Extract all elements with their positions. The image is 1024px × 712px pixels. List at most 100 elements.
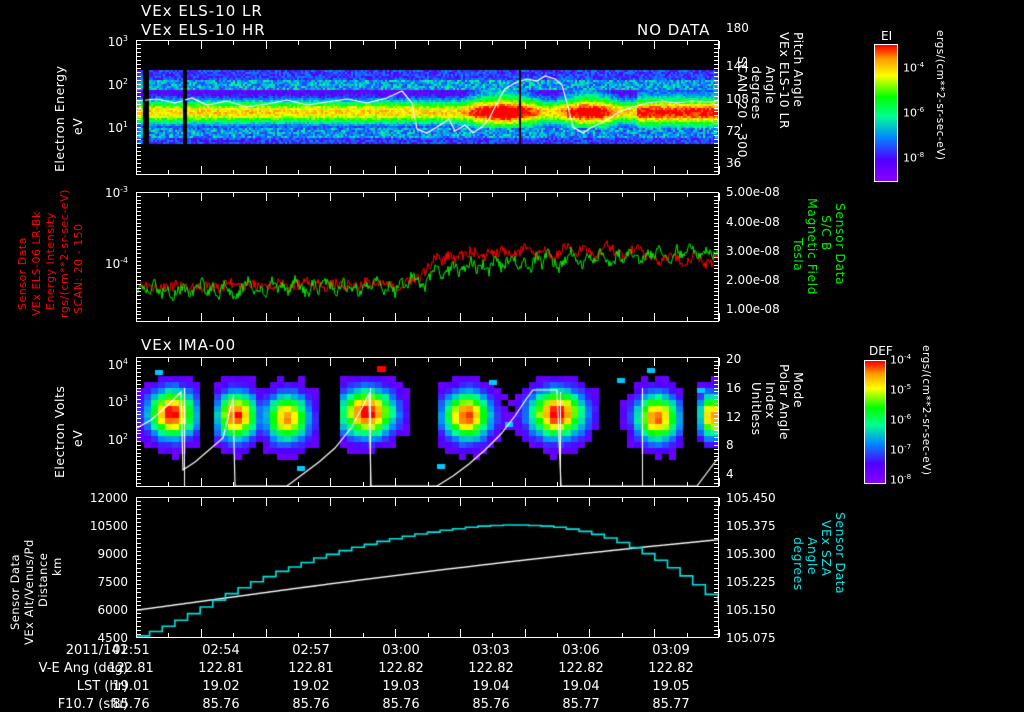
panel2-xtick-bottom-13	[557, 317, 558, 321]
panel1-xtick-bottom-6	[330, 166, 331, 174]
panel2-ytick-right-2	[714, 200, 718, 201]
bottom-cell-time-6: 03:09	[652, 643, 690, 658]
panel4-ytick-left-32	[137, 630, 141, 631]
panel4-ytick-right-33	[714, 634, 718, 635]
panel4-xtick-bottom-8	[395, 629, 396, 637]
panel1-ytick-left-27	[137, 147, 141, 148]
bottom-cell-time-3: 03:00	[382, 643, 420, 658]
panel1-title-lr: VEx ELS-10 LR	[141, 2, 263, 20]
bottom-cell-time-4: 03:03	[472, 643, 510, 658]
panel3-ytick-left-5	[137, 376, 141, 377]
panel2-xtick-bottom-0	[136, 313, 137, 321]
panel4-xtick-bottom-17	[687, 633, 688, 637]
panel3-ytick-right-9	[714, 391, 718, 392]
panel1-ytick-left-1	[137, 44, 141, 45]
panel2-ytick-left-20	[137, 268, 141, 269]
panel3-ytick-left-13	[137, 407, 141, 408]
panel3-ytick-right-14	[714, 411, 718, 412]
panel2-xtick-top-5	[298, 193, 299, 197]
panel4-xtick-top-15	[622, 498, 623, 502]
panel2-xtick-top-3	[233, 193, 234, 197]
panel4-ytick-left-4	[137, 514, 141, 515]
panel4-ytick-left-14	[137, 555, 141, 556]
panel2-xtick-top-2	[201, 193, 202, 201]
bottom-cell-ve_ang-5: 122.82	[558, 661, 604, 676]
bottom-row-label-ve-ang: V-E Ang (deg)	[38, 661, 128, 676]
panel1-ytick-right-16	[714, 104, 718, 105]
panel4-xtick-bottom-3	[233, 633, 234, 637]
panel1-xtick-bottom-17	[687, 170, 688, 174]
panel3-xtick-bottom-13	[557, 482, 558, 486]
panel2-ytick-left-32	[137, 314, 141, 315]
panel2-ytick-right-25	[714, 288, 718, 289]
panel4-ytick-left-23	[137, 592, 141, 593]
panel4-ytick-right-9	[714, 534, 718, 535]
panel4-xtick-top-4	[266, 498, 267, 506]
bottom-cell-ve_ang-4: 122.82	[468, 661, 514, 676]
bottom-cell-ve_ang-6: 122.82	[648, 661, 694, 676]
panel3-xtick-top-4	[266, 358, 267, 366]
panel4-ytick-right-3	[714, 509, 718, 510]
panel1-ytick-left-11	[137, 84, 141, 85]
panel1-colorbar-canvas	[875, 45, 897, 181]
panel4-ytick-right-32	[714, 630, 718, 631]
panel1-no-data-label: NO DATA	[637, 21, 711, 39]
panel3-xtick-bottom-0	[136, 478, 137, 486]
panel2-ytick-right-12	[714, 238, 718, 239]
panel4-ytick-left-15	[137, 559, 141, 560]
panel1-cbar-tick-1: 10-4	[903, 60, 925, 75]
panel3-ytick-right-23	[714, 445, 718, 446]
panel4-ytick-right-14	[714, 555, 718, 556]
panel1-xtick-top-13	[557, 41, 558, 45]
panel4-xtick-top-8	[395, 498, 396, 506]
panel3-xtick-top-17	[687, 358, 688, 362]
panel2-xtick-bottom-6	[330, 313, 331, 321]
panel1-ytick-right-7	[714, 68, 718, 69]
panel3-xtick-top-13	[557, 358, 558, 362]
panel1-ytick-left-4	[137, 56, 141, 57]
panel2-ytick-left-8	[137, 223, 141, 224]
panel2-lines-canvas	[137, 193, 718, 321]
bottom-cell-f107-6: 85.77	[652, 697, 690, 712]
panel1-ytick-right-13	[714, 92, 718, 93]
panel2-xtick-top-0	[136, 193, 137, 201]
panel3-left-label-1: Electron Volts	[52, 385, 67, 478]
panel4-ytick-left-27	[137, 609, 141, 610]
panel3-ytick-right-5	[714, 376, 718, 377]
panel3-ytick-right-20	[714, 433, 718, 434]
panel1-xtick-bottom-8	[395, 166, 396, 174]
panel3-ytick-right-18	[714, 426, 718, 427]
panel1-ytick-100: 102	[107, 77, 128, 92]
panel2-ytick-right-26	[714, 291, 718, 292]
bottom-cell-f107-1: 85.76	[202, 697, 240, 712]
panel1-ytick-right-28	[714, 151, 718, 152]
panel4-xtick-top-17	[687, 498, 688, 502]
panel2-ytick-left-29	[137, 303, 141, 304]
panel4-ytick-4500: 4500	[97, 631, 128, 645]
panel2-ytick-right-6	[714, 215, 718, 216]
panel1-ytick-left-25	[137, 139, 141, 140]
panel4-xtick-bottom-7	[363, 633, 364, 637]
panel2-ytick-right-30	[714, 307, 718, 308]
panel2-ytick-left-2	[137, 200, 141, 201]
panel3-cbar-tick-5: 10-8	[890, 472, 912, 487]
panel4-ytick-left-2	[137, 505, 141, 506]
panel1-xtick-top-16	[654, 41, 655, 49]
panel4-xtick-bottom-13	[557, 633, 558, 637]
panel2-ytick-right-3	[714, 203, 718, 204]
panel4-ytick-right-16	[714, 563, 718, 564]
panel3-xtick-top-11	[492, 358, 493, 362]
panel2-ytick-right-20	[714, 268, 718, 269]
panel3-xtick-bottom-18	[719, 478, 720, 486]
bottom-cell-lst-4: 19.04	[472, 679, 510, 694]
panel3-colorbar-canvas	[865, 361, 885, 483]
panel1-ytick-right-5	[714, 60, 718, 61]
panel2-ytick-left-3	[137, 203, 141, 204]
panel4-xtick-bottom-9	[428, 633, 429, 637]
panel3-ytick-left-14	[137, 411, 141, 412]
panel4-ytick-left-21	[137, 584, 141, 585]
panel4-xtick-bottom-14	[589, 629, 590, 637]
panel4-ytick-left-9	[137, 534, 141, 535]
panel1-ytick-right-15	[714, 100, 718, 101]
panel1-ytick-right-29	[714, 155, 718, 156]
